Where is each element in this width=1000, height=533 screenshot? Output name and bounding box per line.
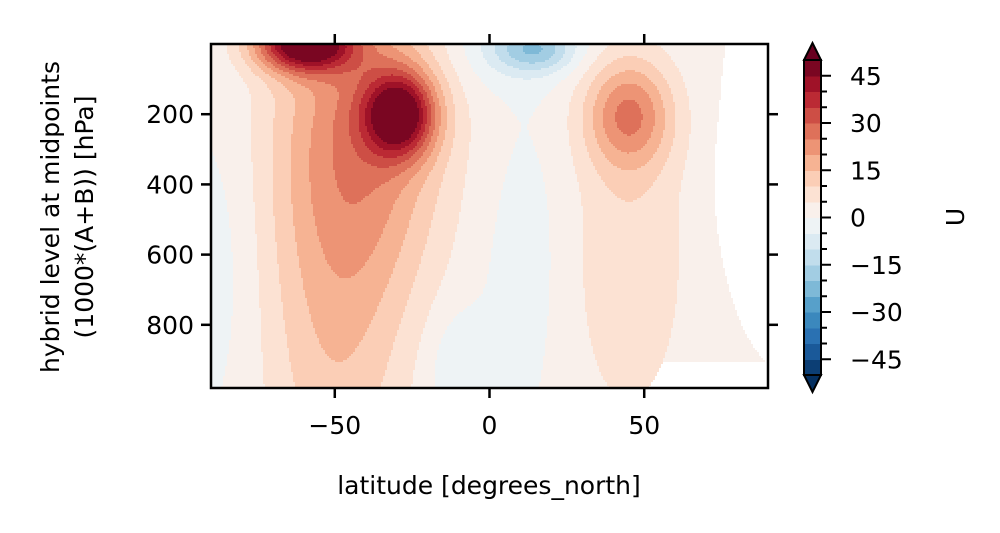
colorbar-segment	[804, 201, 821, 218]
colorbar-tick-label: 45	[850, 62, 882, 91]
contour-band	[259, 44, 643, 204]
contour-band	[281, 44, 419, 144]
contour-fill-field	[211, 44, 765, 388]
colorbar-segment	[804, 217, 821, 234]
x-tick-label: 50	[628, 411, 660, 440]
colorbar-segment	[804, 60, 821, 77]
contour-band	[211, 44, 589, 388]
colorbar-extend-min	[802, 374, 823, 395]
contour-band	[265, 44, 431, 168]
contour-band	[211, 44, 765, 388]
colorbar-segment	[804, 312, 821, 329]
y-tick-label: 600	[146, 241, 194, 270]
colorbar-extend-max	[802, 40, 823, 61]
contour-band	[523, 44, 543, 54]
colorbar-segment	[804, 249, 821, 266]
colorbar-segment	[804, 343, 821, 360]
colorbar-segment	[804, 327, 821, 344]
contour-band	[227, 44, 691, 388]
colorbar-tick-label: 0	[850, 204, 866, 233]
y-tick-label: 400	[146, 170, 194, 199]
colorbar-tick-label: −15	[850, 251, 903, 280]
y-tick-label: 200	[146, 100, 194, 129]
contour-band	[495, 44, 565, 70]
colorbar: −45 −30 −15 0 15 30 45	[802, 40, 903, 395]
colorbar-segment	[804, 91, 821, 108]
colorbar-segment	[804, 296, 821, 313]
colorbar-segment	[804, 75, 821, 92]
colorbar-label: U	[941, 208, 970, 226]
colorbar-segment	[804, 138, 821, 155]
colorbar-segment	[804, 107, 821, 124]
colorbar-tick-label: 15	[850, 156, 882, 185]
y-axis-label-line1: hybrid level at midpoints	[36, 61, 65, 373]
colorbar-tick-label: −30	[850, 298, 903, 327]
colorbar-segment	[804, 264, 821, 281]
colorbar-tick-label: −45	[850, 345, 903, 374]
y-tick-label: 800	[146, 311, 194, 340]
colorbar-segment	[804, 186, 821, 203]
contour-band	[507, 44, 555, 64]
x-tick-label: 0	[482, 411, 498, 440]
contour-band	[481, 44, 577, 80]
colorbar-tick-label: 30	[850, 109, 882, 138]
colorbar-segment	[804, 123, 821, 140]
contour-band	[269, 44, 427, 158]
colorbar-segment	[804, 154, 821, 171]
contour-band	[253, 44, 655, 278]
colorbar-segment	[804, 359, 821, 376]
y-axis-label-line2: (1000*(A+B)) [hPa]	[70, 96, 99, 339]
axes: −50 0 50 200 400 600 800	[146, 34, 778, 440]
colorbar-segment	[804, 280, 821, 297]
x-axis-label: latitude [degrees_north]	[337, 471, 641, 500]
colorbar-segment	[804, 170, 821, 187]
colorbar-segment	[804, 233, 821, 250]
x-tick-label: −50	[308, 411, 361, 440]
contour-band	[247, 44, 665, 362]
